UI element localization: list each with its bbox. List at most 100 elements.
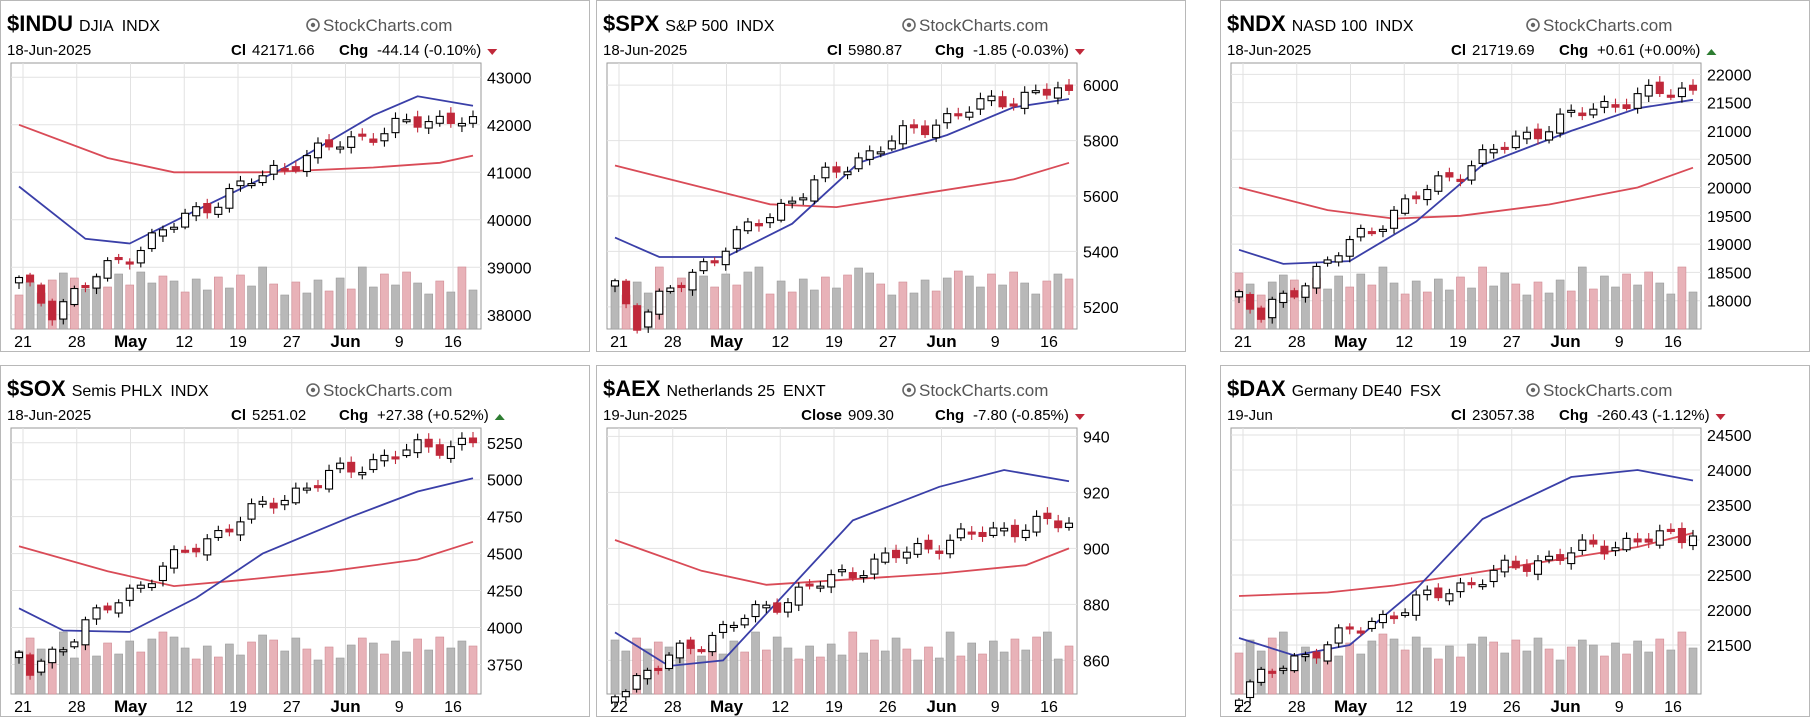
candle-body <box>1010 524 1020 538</box>
candle-body <box>214 206 223 215</box>
y-tick-label: 19000 <box>1707 237 1752 254</box>
candle-body <box>225 187 234 209</box>
candle-body <box>1611 104 1620 108</box>
chg-caption: Chg <box>935 42 964 59</box>
candle-body <box>686 639 695 649</box>
candle <box>1567 104 1576 118</box>
candle-body <box>1544 555 1554 561</box>
chg-value: -1.85 (-0.03%) <box>973 42 1069 59</box>
x-tick-label: 9 <box>991 334 1000 351</box>
x-tick-label: 9 <box>991 699 1000 716</box>
candle <box>1600 540 1609 560</box>
volume-bar <box>837 654 847 695</box>
candle <box>1600 95 1609 114</box>
candle-body <box>920 125 930 136</box>
candle <box>59 298 68 325</box>
y-tick-label: 920 <box>1083 485 1110 502</box>
volume-bar <box>965 275 974 330</box>
volume-bar <box>1064 278 1074 330</box>
candle-body <box>848 572 857 579</box>
candle-body <box>677 284 686 289</box>
candle-body <box>729 624 738 629</box>
candle-body <box>1600 100 1609 108</box>
volume-bar <box>699 275 708 330</box>
y-tick-label: 5800 <box>1083 134 1119 151</box>
candle-body <box>181 212 190 228</box>
close-value: 23057.38 <box>1472 407 1535 424</box>
volume-bar <box>225 287 234 330</box>
candle-body <box>854 157 863 170</box>
y-tick-label: 21500 <box>1707 96 1752 113</box>
candle <box>1389 205 1399 234</box>
volume-bar <box>280 650 290 695</box>
volume-bar <box>978 653 987 695</box>
volume-bar <box>1511 639 1521 695</box>
volume-bar <box>909 292 919 330</box>
volume-bar <box>247 285 256 330</box>
candle <box>14 275 24 289</box>
candle-body <box>987 95 996 102</box>
volume-bar <box>103 286 112 330</box>
candle-body <box>391 117 400 134</box>
candle-body <box>1031 90 1040 94</box>
candle <box>402 443 411 458</box>
candle <box>622 278 631 309</box>
candle-body <box>280 167 289 172</box>
x-tick-label: 12 <box>175 334 193 351</box>
candle-body <box>708 634 717 653</box>
candle <box>236 175 245 192</box>
volume-bar <box>247 641 256 695</box>
volume-bar <box>236 274 245 330</box>
candle-body <box>1043 512 1052 520</box>
candle-body <box>881 552 890 563</box>
candle <box>1578 107 1587 121</box>
candle-body <box>1279 667 1288 671</box>
candle-body <box>1666 528 1675 532</box>
volume-bar <box>1053 273 1063 330</box>
candle-body <box>954 113 963 117</box>
volume-bar <box>402 271 411 330</box>
candle <box>1677 522 1686 549</box>
candle-body <box>313 485 323 489</box>
x-tick-label: 19 <box>825 334 843 351</box>
candle <box>1345 623 1354 635</box>
candle-body <box>1511 135 1520 149</box>
candle-body <box>783 602 793 613</box>
candle-body <box>380 133 389 142</box>
logo-icon <box>902 18 916 32</box>
candle-body <box>832 166 841 173</box>
candle-body <box>1345 238 1354 257</box>
logo-dot-icon <box>906 22 912 28</box>
candle <box>699 258 708 275</box>
candle-body <box>136 584 145 589</box>
candle-body <box>1301 654 1310 658</box>
volume-bar <box>258 634 267 695</box>
logo-dot-icon <box>906 387 912 393</box>
candle <box>181 545 190 554</box>
volume-bar <box>721 273 731 330</box>
volume-bar <box>380 653 389 695</box>
volume-bar <box>291 281 301 330</box>
candle-body <box>865 150 874 160</box>
volume-bar <box>435 280 445 330</box>
candle <box>1378 610 1388 629</box>
volume-bar <box>1500 652 1510 695</box>
volume-bar <box>1555 279 1565 330</box>
candle <box>1290 287 1299 300</box>
volume-bar <box>114 653 123 695</box>
candle <box>269 160 278 181</box>
candle <box>794 582 803 612</box>
candle-body <box>1655 81 1664 95</box>
candle-body <box>1054 520 1063 529</box>
volume-bar <box>931 290 941 330</box>
volume-bar <box>324 290 334 330</box>
candle <box>848 567 857 582</box>
candle <box>1500 554 1509 578</box>
volume-bar <box>1589 288 1598 330</box>
candle <box>920 120 930 138</box>
close-caption: Cl <box>231 42 246 59</box>
volume-bar <box>1043 631 1052 695</box>
candle <box>1412 590 1421 621</box>
chg-value: -44.14 (-0.10%) <box>377 42 481 59</box>
candle-body <box>788 200 797 204</box>
